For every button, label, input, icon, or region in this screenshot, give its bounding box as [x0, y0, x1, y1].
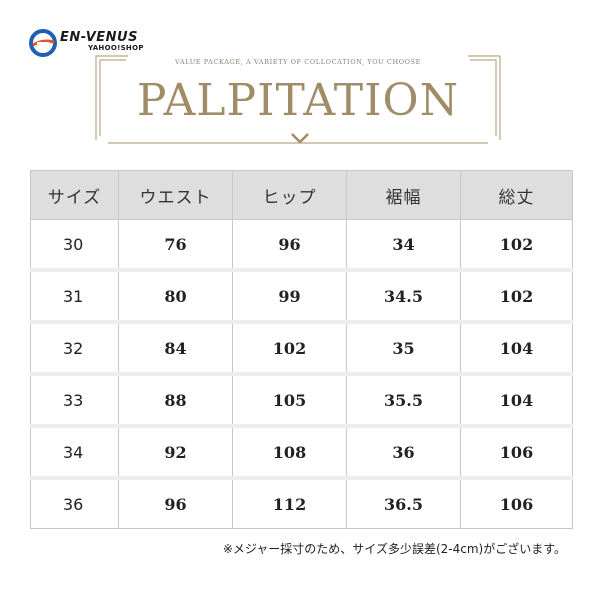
- cell-waist: 84: [118, 320, 233, 375]
- table-row: 31 80 99 34.5 102: [30, 268, 573, 323]
- cell-waist: 96: [118, 476, 233, 529]
- cell-total-length: 104: [460, 372, 573, 427]
- cell-hem-width: 35: [346, 320, 461, 375]
- cell-hip: 108: [232, 424, 347, 479]
- chevron-down-icon: [291, 133, 309, 144]
- cell-total-length: 106: [460, 424, 573, 479]
- header-total-length: 総丈: [460, 170, 573, 220]
- cell-total-length: 102: [460, 219, 573, 271]
- banner-frame: [95, 55, 501, 144]
- cell-size: 34: [30, 424, 119, 479]
- cell-waist: 92: [118, 424, 233, 479]
- header-size: サイズ: [30, 170, 119, 220]
- table-row: 36 96 112 36.5 106: [30, 476, 573, 529]
- cell-hip: 112: [232, 476, 347, 529]
- cell-hem-width: 36: [346, 424, 461, 479]
- cell-hip: 96: [232, 219, 347, 271]
- table-row: 32 84 102 35 104: [30, 320, 573, 375]
- cell-size: 33: [30, 372, 119, 427]
- banner-tagline: VALUE PACKAGE, A VARIETY OF COLLOCATION,…: [175, 58, 421, 66]
- cell-hip: 105: [232, 372, 347, 427]
- header-hem-width: 裾幅: [346, 170, 461, 220]
- table-row: 30 76 96 34 102: [30, 219, 573, 271]
- measurement-note: ※メジャー採寸のため、サイズ多少誤差(2-4cm)がございます。: [222, 542, 566, 556]
- cell-hip: 99: [232, 268, 347, 323]
- cell-waist: 76: [118, 219, 233, 271]
- cell-total-length: 104: [460, 320, 573, 375]
- cell-waist: 80: [118, 268, 233, 323]
- table-header-row: サイズ ウエスト ヒップ 裾幅 総丈: [30, 170, 573, 220]
- cell-total-length: 102: [460, 268, 573, 323]
- cell-size: 36: [30, 476, 119, 529]
- cell-size: 32: [30, 320, 119, 375]
- header-hip: ヒップ: [232, 170, 347, 220]
- cell-waist: 88: [118, 372, 233, 427]
- cell-size: 31: [30, 268, 119, 323]
- header-waist: ウエスト: [118, 170, 233, 220]
- logo-name: EN-VENUS: [60, 30, 138, 45]
- logo-e-icon: [29, 29, 57, 57]
- table-row: 33 88 105 35.5 104: [30, 372, 573, 427]
- cell-hem-width: 35.5: [346, 372, 461, 427]
- cell-total-length: 106: [460, 476, 573, 529]
- brand-banner: VALUE PACKAGE, A VARIETY OF COLLOCATION,…: [88, 48, 508, 148]
- size-table: サイズ ウエスト ヒップ 裾幅 総丈 30 76 96 34 102 31 80…: [30, 170, 573, 529]
- cell-hem-width: 34.5: [346, 268, 461, 323]
- table-row: 34 92 108 36 106: [30, 424, 573, 479]
- cell-hem-width: 36.5: [346, 476, 461, 529]
- cell-hip: 102: [232, 320, 347, 375]
- shop-logo: EN-VENUS YAHOO!SHOP: [28, 28, 188, 58]
- cell-size: 30: [30, 219, 119, 271]
- brand-title: PALPITATION: [136, 75, 460, 126]
- cell-hem-width: 34: [346, 219, 461, 271]
- logo-subtitle: YAHOO!SHOP: [88, 44, 144, 52]
